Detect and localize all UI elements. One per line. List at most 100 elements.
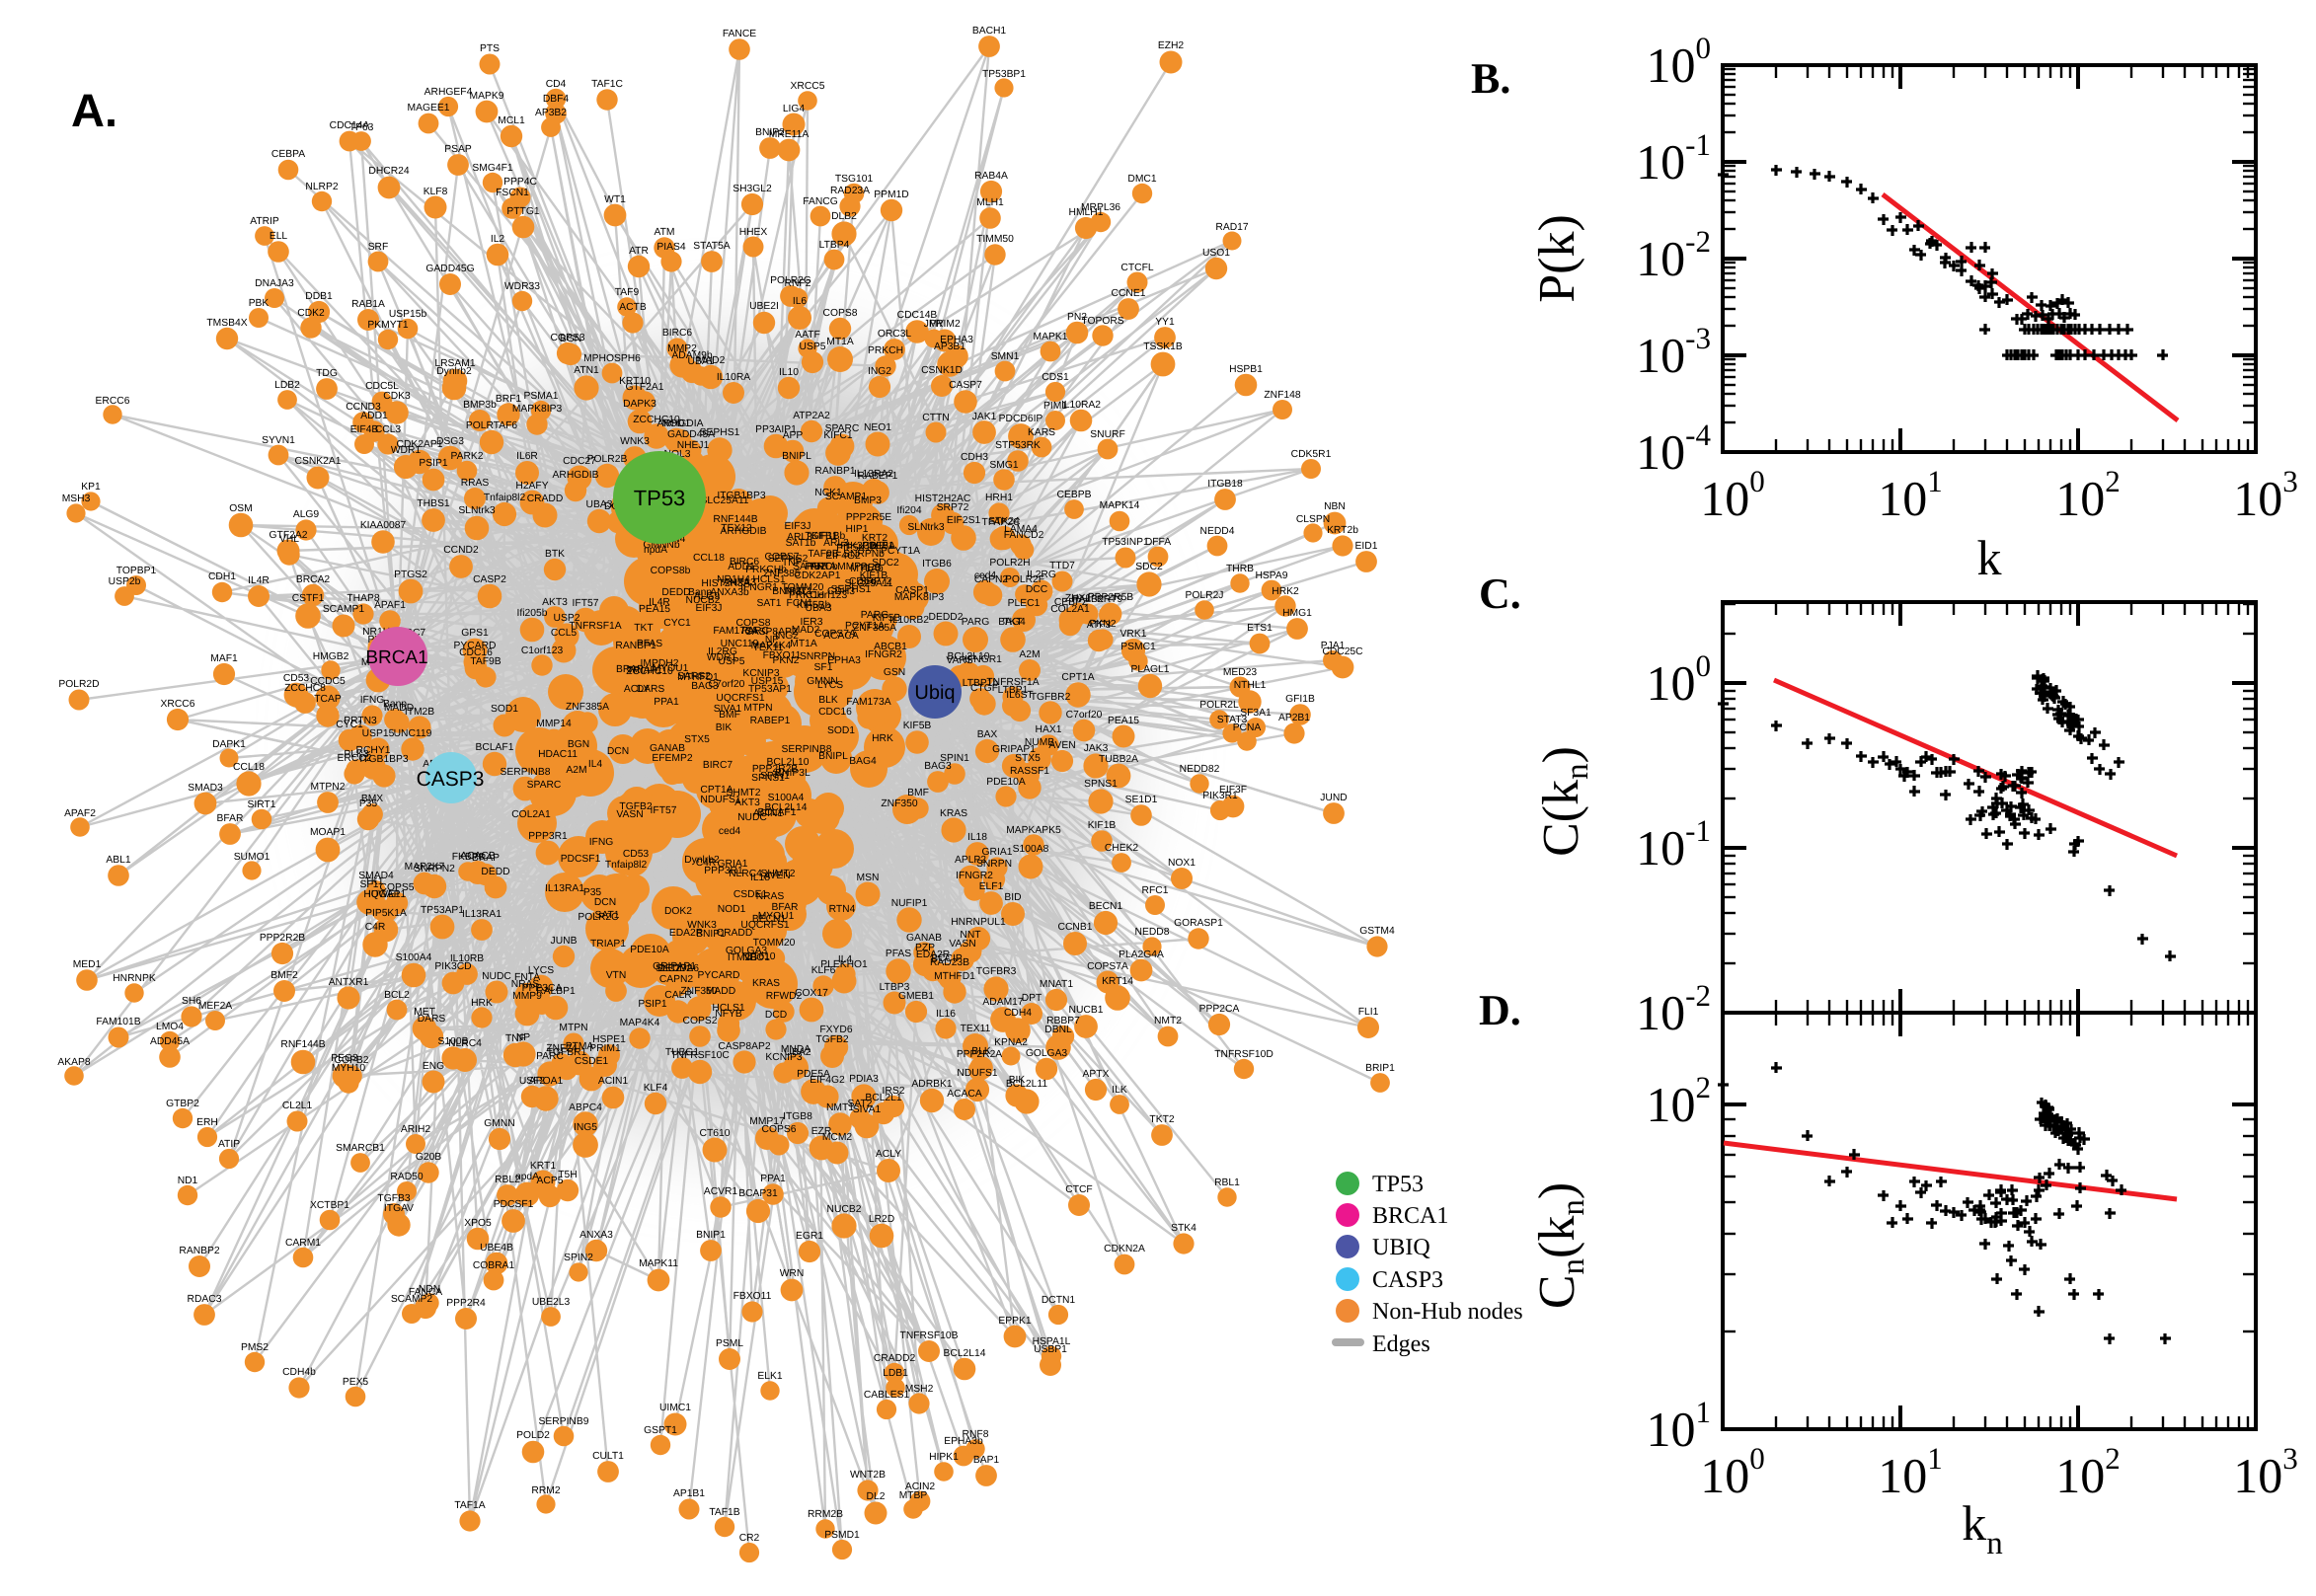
svg-text:C1orf123: C1orf123 <box>806 590 848 601</box>
svg-text:GRIA1: GRIA1 <box>982 847 1013 858</box>
svg-text:DLB2: DLB2 <box>831 211 857 222</box>
svg-text:AP3B2: AP3B2 <box>535 108 567 118</box>
svg-text:USO1: USO1 <box>1202 248 1230 259</box>
svg-text:PRIM2: PRIM2 <box>929 319 961 330</box>
svg-text:S100A4: S100A4 <box>768 793 805 803</box>
svg-text:SERPINB8: SERPINB8 <box>501 767 551 778</box>
svg-text:PDCSF1: PDCSF1 <box>561 854 601 865</box>
svg-text:RAD23B: RAD23B <box>930 957 969 968</box>
svg-text:TGFB2: TGFB2 <box>815 1034 848 1045</box>
svg-text:S100A8: S100A8 <box>1013 844 1049 855</box>
svg-text:MSH3: MSH3 <box>62 494 91 504</box>
svg-text:SARS2: SARS2 <box>677 671 711 682</box>
svg-text:CCL18: CCL18 <box>233 762 265 773</box>
svg-text:FAM173A: FAM173A <box>713 626 757 637</box>
svg-text:HRK: HRK <box>471 998 493 1009</box>
svg-text:RRM2B: RRM2B <box>808 1509 843 1520</box>
svg-text:DCN: DCN <box>607 746 629 757</box>
svg-text:BNIP1: BNIP1 <box>696 1230 726 1241</box>
svg-text:RTN4: RTN4 <box>829 904 856 915</box>
svg-text:SMG4F1: SMG4F1 <box>472 163 512 174</box>
svg-text:npdA: npdA <box>644 545 667 556</box>
svg-text:MSH2: MSH2 <box>905 1384 934 1395</box>
svg-text:MMP2: MMP2 <box>667 343 697 354</box>
svg-text:PCNA: PCNA <box>1233 722 1262 733</box>
svg-text:UBIQ: UBIQ <box>1372 1235 1430 1260</box>
svg-text:HSPB1: HSPB1 <box>1229 364 1263 375</box>
svg-text:ITGB1BP3: ITGB1BP3 <box>359 754 408 765</box>
svg-text:ADAM9b: ADAM9b <box>671 350 712 361</box>
svg-text:SCAMP2: SCAMP2 <box>391 1294 433 1305</box>
svg-text:TRIAP1: TRIAP1 <box>627 665 662 676</box>
svg-text:BCLAF1: BCLAF1 <box>758 807 797 818</box>
svg-text:CDC6: CDC6 <box>849 576 877 587</box>
svg-text:CDS1: CDS1 <box>1042 372 1069 383</box>
svg-text:RCHY1: RCHY1 <box>356 745 391 756</box>
svg-text:CDC27: CDC27 <box>563 456 596 467</box>
svg-text:TKT: TKT <box>1003 617 1023 628</box>
svg-text:GTF2A2: GTF2A2 <box>270 530 308 541</box>
svg-text:CASP1: CASP1 <box>895 585 929 596</box>
svg-text:TMSB4X: TMSB4X <box>206 318 247 329</box>
svg-text:PDCSF1: PDCSF1 <box>494 1199 534 1210</box>
svg-text:SARS2: SARS2 <box>793 562 826 572</box>
svg-text:NLRC4: NLRC4 <box>729 869 762 879</box>
svg-text:UNC119: UNC119 <box>721 639 759 649</box>
svg-text:MADD: MADD <box>384 703 414 714</box>
svg-text:BIK: BIK <box>716 722 733 733</box>
svg-text:IL10RA: IL10RA <box>717 372 750 383</box>
svg-text:HIP1: HIP1 <box>872 541 894 552</box>
svg-text:ANXA3b: ANXA3b <box>710 587 749 598</box>
svg-text:ATN1: ATN1 <box>574 365 599 376</box>
svg-text:ING2: ING2 <box>868 366 891 377</box>
svg-text:COPS7: COPS7 <box>765 552 800 563</box>
svg-text:JUNB: JUNB <box>551 936 578 947</box>
svg-text:CDC16: CDC16 <box>459 647 493 658</box>
svg-text:BECN1: BECN1 <box>752 914 787 925</box>
svg-text:CULT1: CULT1 <box>592 1451 624 1462</box>
svg-text:CD4: CD4 <box>546 79 567 90</box>
svg-text:CASP3: CASP3 <box>417 768 485 791</box>
svg-text:PEG3: PEG3 <box>331 1053 358 1064</box>
svg-text:ZNF350: ZNF350 <box>881 798 917 809</box>
svg-text:EIF4B: EIF4B <box>350 424 379 435</box>
svg-text:DNAJA3: DNAJA3 <box>255 278 294 289</box>
svg-text:WRN: WRN <box>780 1268 805 1279</box>
svg-text:ELK1: ELK1 <box>757 1371 782 1382</box>
svg-text:BAX: BAX <box>977 729 998 740</box>
svg-text:DARS: DARS <box>637 684 665 695</box>
svg-text:ARHGDIB: ARHGDIB <box>553 470 599 481</box>
svg-text:POLR2B: POLR2B <box>587 454 628 465</box>
svg-text:ITGB6: ITGB6 <box>922 559 952 570</box>
svg-text:JAK3: JAK3 <box>1084 743 1109 754</box>
svg-text:RBL2: RBL2 <box>495 1175 520 1185</box>
svg-text:MADD: MADD <box>706 986 735 997</box>
svg-text:SNRPNb: SNRPNb <box>843 549 885 560</box>
svg-text:ARHGEF4: ARHGEF4 <box>425 87 473 98</box>
svg-text:CDH4b: CDH4b <box>282 1367 316 1378</box>
svg-text:GADD45A: GADD45A <box>667 429 715 440</box>
svg-text:NMT1: NMT1 <box>785 586 812 597</box>
svg-text:NRAS: NRAS <box>756 891 785 902</box>
svg-text:ACACA: ACACA <box>823 631 859 642</box>
svg-text:BCAP31: BCAP31 <box>738 1188 778 1199</box>
svg-text:IL6: IL6 <box>793 296 808 307</box>
svg-text:ITGB8: ITGB8 <box>783 1111 812 1122</box>
svg-text:COPB2: COPB2 <box>335 1055 369 1066</box>
svg-text:Banp: Banp <box>383 699 407 710</box>
svg-text:COPS8: COPS8 <box>823 308 858 319</box>
svg-text:SMAD3: SMAD3 <box>188 783 223 794</box>
svg-text:TUBB2A: TUBB2A <box>1099 754 1138 765</box>
svg-text:TGFBR2: TGFBR2 <box>1031 692 1071 703</box>
svg-text:ADAM17: ADAM17 <box>982 997 1023 1008</box>
svg-text:THBS1: THBS1 <box>417 498 449 509</box>
svg-text:BTK: BTK <box>545 549 565 560</box>
svg-text:PMS2: PMS2 <box>241 1342 269 1353</box>
svg-text:MOAP1: MOAP1 <box>310 827 346 838</box>
svg-text:NUCB1: NUCB1 <box>1069 1005 1104 1016</box>
svg-text:CRADD2: CRADD2 <box>874 1353 916 1364</box>
svg-text:ILK: ILK <box>1112 1085 1127 1096</box>
svg-text:IL10RA2: IL10RA2 <box>1061 400 1101 411</box>
svg-text:DEDD2: DEDD2 <box>658 963 693 974</box>
svg-text:IFNGR1: IFNGR1 <box>965 654 1002 665</box>
